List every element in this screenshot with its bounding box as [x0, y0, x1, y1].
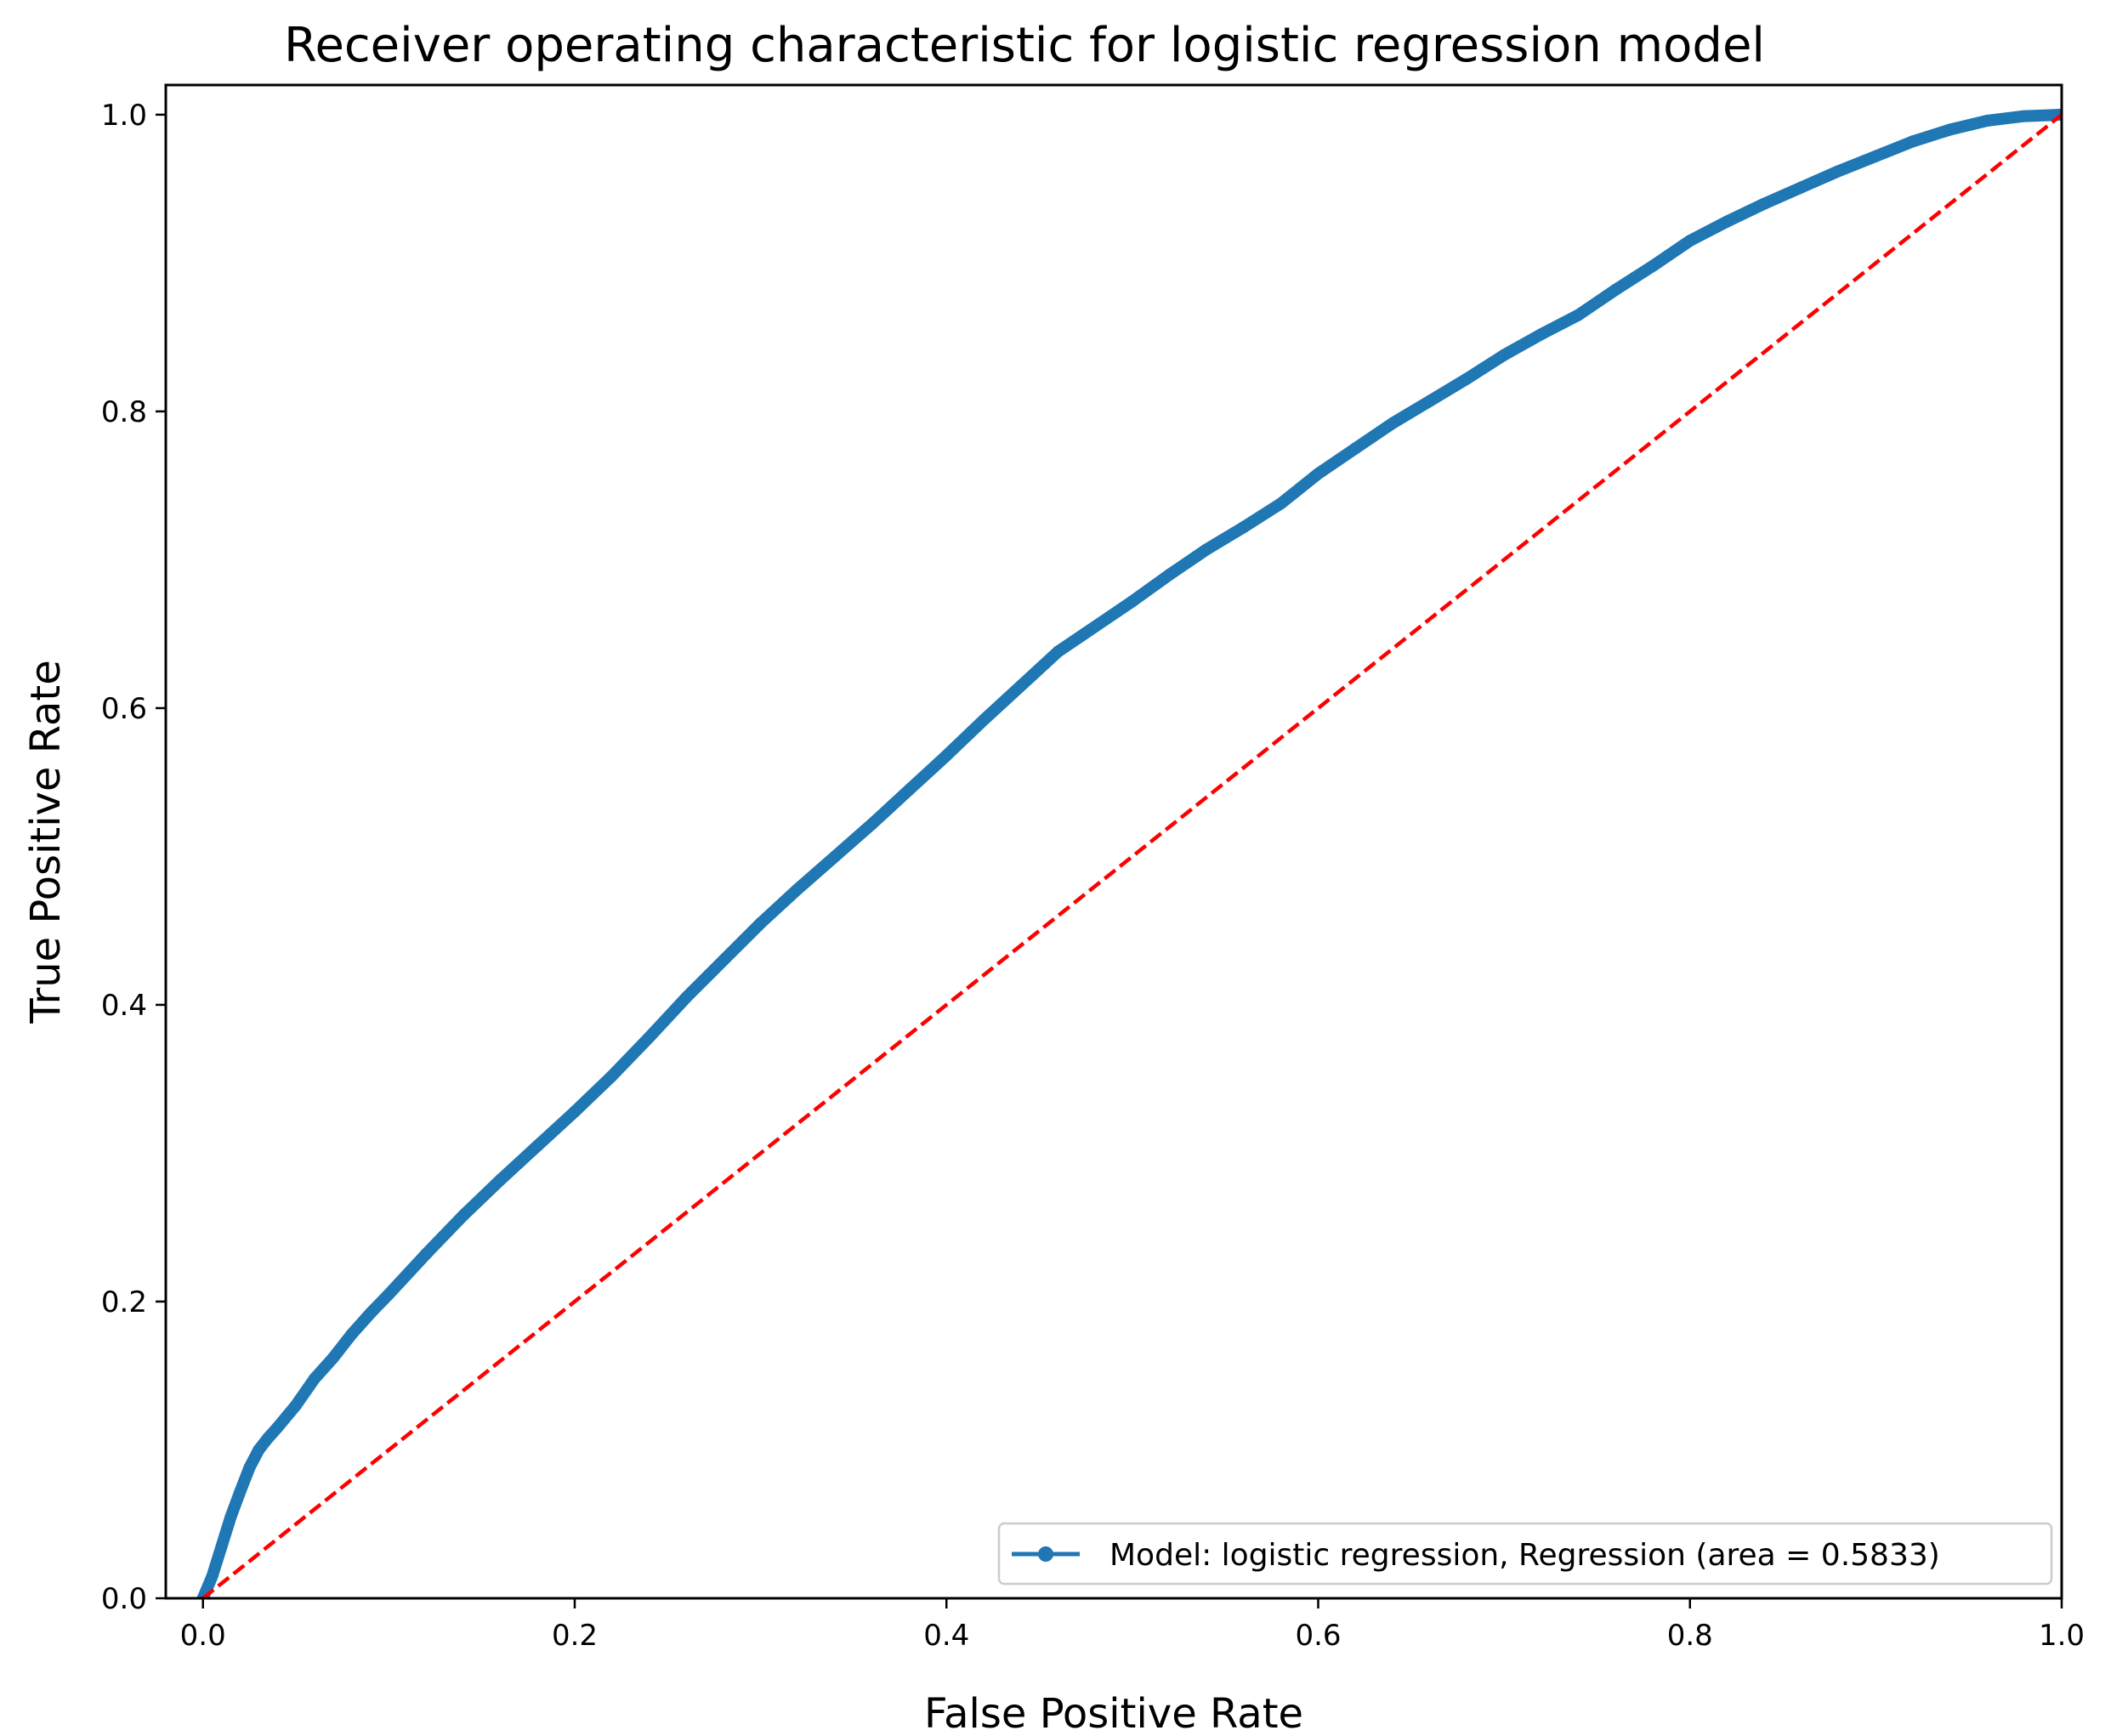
legend: Model: logistic regression, Regression (… — [997, 1522, 2053, 1586]
roc-curve-point — [1795, 181, 1807, 194]
x-axis-label: False Positive Rate — [924, 1690, 1303, 1736]
roc-curve-point — [754, 917, 767, 929]
y-tick-label: 0.2 — [101, 1285, 147, 1319]
roc-curve-point — [1535, 328, 1547, 341]
roc-curve-point — [1609, 283, 1622, 296]
roc-curve-point — [1238, 521, 1250, 533]
x-tick-label: 0.4 — [923, 1619, 969, 1653]
roc-curve-point — [1944, 123, 1956, 136]
chart-title: Receiver operating characteristic for lo… — [284, 18, 1765, 73]
diagonal-reference-line — [201, 113, 2062, 1598]
x-tick-label: 1.0 — [2039, 1619, 2085, 1653]
roc-curve-point — [605, 1069, 618, 1082]
roc-curve-point — [1423, 394, 1436, 407]
roc-curve-point — [1126, 595, 1138, 608]
y-tick-label: 0.8 — [101, 395, 147, 429]
roc-curve-point — [1498, 349, 1511, 361]
roc-curve-point — [1163, 568, 1176, 581]
roc-curve-point — [829, 850, 842, 863]
plot-area — [196, 108, 2062, 1598]
y-tick-label: 0.0 — [101, 1582, 147, 1616]
roc-curve-point — [243, 1461, 256, 1474]
roc-curve-point — [1014, 679, 1027, 692]
roc-curve-point — [215, 1540, 228, 1552]
roc-curve-point — [1349, 442, 1362, 455]
roc-curve-point — [326, 1352, 339, 1364]
x-tick-label: 0.2 — [552, 1619, 598, 1653]
roc-curve-point — [420, 1248, 433, 1261]
roc-curve-point — [1200, 543, 1213, 556]
roc-curve-point — [271, 1421, 284, 1434]
roc-curve-point — [1832, 165, 1845, 178]
roc-curve-point — [1870, 150, 1882, 162]
roc-curve-point — [643, 1031, 655, 1044]
roc-curve-point — [1312, 468, 1325, 480]
x-tick-label: 0.6 — [1295, 1619, 1341, 1653]
roc-curve-point — [1721, 215, 1734, 228]
axes-frame — [164, 83, 2063, 1600]
roc-curve-point — [345, 1328, 358, 1341]
roc-curve-point — [1572, 309, 1585, 321]
roc-curve-point — [1052, 645, 1064, 658]
legend-marker — [1038, 1546, 1053, 1562]
roc-curve-point — [1089, 621, 1102, 633]
x-tick-label: 0.8 — [1667, 1619, 1713, 1653]
y-tick-label: 1.0 — [101, 99, 147, 133]
roc-curve-point — [865, 818, 878, 831]
roc-curve-point — [717, 954, 729, 967]
roc-curve-point — [1683, 235, 1696, 247]
roc-curve-point — [206, 1569, 218, 1582]
roc-curve-point — [1758, 197, 1771, 210]
roc-curve-point — [903, 783, 916, 796]
roc-curve-point — [978, 713, 990, 726]
roc-curve-point — [1386, 417, 1399, 429]
legend-entry-label: Model: logistic regression, Regression (… — [1109, 1538, 1940, 1573]
roc-curve-point — [494, 1173, 507, 1186]
roc-curve-point — [364, 1307, 377, 1319]
roc-curve-point — [2018, 110, 2031, 122]
roc-curve-point — [308, 1372, 321, 1385]
legend-box — [997, 1522, 2053, 1586]
roc-curve-point — [531, 1139, 544, 1152]
roc-curve-point — [1981, 114, 1994, 127]
roc-curve-point — [1907, 135, 1920, 148]
roc-curve-point — [792, 882, 804, 895]
roc-curve-point — [262, 1432, 275, 1444]
y-tick-label: 0.6 — [101, 692, 147, 726]
roc-curve-point — [1461, 372, 1473, 385]
roc-curve-point — [234, 1485, 247, 1498]
roc-curve-point — [1274, 497, 1287, 510]
y-axis-label: True Positive Rate — [22, 660, 70, 1024]
roc-curve-point — [224, 1511, 237, 1523]
axis-ticks: 0.0 0.2 0.4 0.6 0.8 1.0 0.0 0.2 0.4 0.6 0.8 1.0 — [101, 99, 2085, 1653]
roc-curve-point — [383, 1288, 395, 1301]
roc-curve-point — [940, 749, 953, 762]
y-tick-label: 0.4 — [101, 989, 147, 1023]
roc-curve-point — [569, 1105, 581, 1118]
roc-curve-point — [680, 991, 693, 1004]
x-tick-label: 0.0 — [180, 1619, 226, 1653]
roc-curve-point — [290, 1399, 302, 1412]
roc-curve-point — [1647, 259, 1659, 272]
roc-curve-point — [457, 1209, 469, 1222]
roc-curve-point — [253, 1444, 265, 1456]
